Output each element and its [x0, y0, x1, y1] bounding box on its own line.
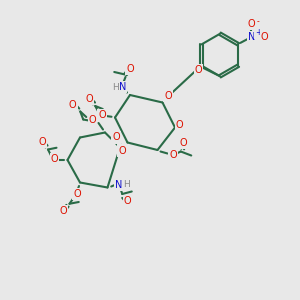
Text: O: O [164, 91, 172, 101]
Text: H: H [112, 82, 118, 91]
Text: +: + [255, 28, 262, 38]
Text: O: O [169, 149, 177, 160]
Text: N: N [115, 179, 122, 190]
Text: -: - [257, 17, 260, 26]
Text: O: O [126, 64, 134, 74]
Text: O: O [195, 65, 203, 75]
Text: O: O [38, 137, 46, 147]
Text: O: O [69, 100, 76, 110]
Text: O: O [73, 189, 81, 199]
Text: O: O [86, 94, 93, 103]
Text: O: O [124, 196, 132, 206]
Text: N: N [119, 82, 126, 92]
Text: N: N [248, 32, 255, 42]
Text: O: O [112, 133, 120, 142]
Text: O: O [59, 206, 67, 216]
Text: O: O [261, 32, 268, 42]
Text: O: O [89, 116, 96, 125]
Text: O: O [248, 20, 255, 29]
Text: O: O [180, 138, 188, 148]
Text: H: H [123, 180, 130, 189]
Text: O: O [176, 121, 183, 130]
Text: O: O [51, 154, 58, 164]
Text: O: O [98, 110, 106, 121]
Text: O: O [118, 146, 126, 155]
